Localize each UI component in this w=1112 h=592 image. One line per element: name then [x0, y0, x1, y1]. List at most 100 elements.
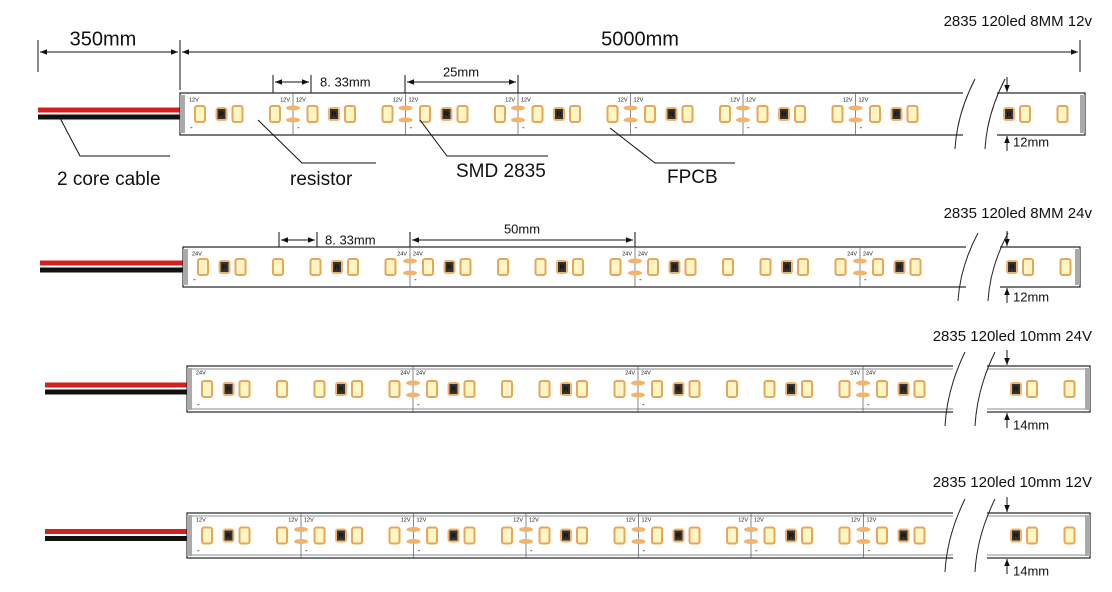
voltage-mark: 12V — [409, 97, 419, 103]
led — [494, 105, 506, 123]
led — [538, 526, 551, 545]
polarity-mark: - — [197, 546, 200, 555]
cut-pad — [631, 539, 646, 544]
polarity-mark: - — [867, 400, 870, 409]
led — [797, 258, 809, 276]
led — [531, 105, 544, 123]
led — [719, 105, 731, 123]
cut-pad — [631, 392, 645, 398]
led — [194, 105, 206, 123]
led — [463, 380, 476, 398]
voltage-mark: 24V — [847, 251, 857, 257]
led — [801, 380, 813, 398]
led — [759, 258, 772, 276]
led-strip: 24V - 24V 24V - 24V 24V - 24V 24V - R R R R R R R R 14mm 283… — [45, 328, 1092, 432]
led — [1059, 258, 1072, 276]
polarity-mark: - — [414, 275, 417, 284]
led — [576, 526, 588, 545]
cut-pad — [519, 527, 533, 532]
strip-title: 2835 120led 8MM 24v — [944, 205, 1093, 222]
led — [876, 380, 888, 398]
resistor-mark: R — [901, 533, 906, 540]
resistor-mark: R — [676, 533, 681, 540]
voltage-mark: 12V — [304, 517, 314, 523]
led — [313, 526, 326, 545]
cut-pad — [294, 527, 308, 532]
led — [231, 105, 244, 123]
voltage-mark: 12V — [529, 517, 539, 523]
voltage-mark: 24V — [192, 251, 202, 257]
end-cap — [1085, 515, 1090, 556]
resistor — [330, 109, 338, 119]
led — [831, 105, 844, 123]
led — [501, 526, 513, 545]
polarity-mark: - — [864, 275, 867, 284]
led — [684, 258, 697, 276]
cut-length-label: 25mm — [443, 64, 479, 79]
voltage-mark: 12V — [851, 517, 861, 523]
voltage-mark: 12V — [417, 517, 427, 523]
cut-pad — [406, 392, 420, 398]
resistor-mark: R — [1013, 533, 1018, 540]
voltage-mark: 24V — [863, 251, 873, 257]
resistor — [555, 109, 563, 119]
cut-pad — [631, 380, 645, 386]
led — [756, 105, 769, 123]
resistor — [670, 262, 679, 272]
led — [876, 526, 888, 545]
led — [426, 380, 438, 398]
led — [388, 526, 401, 545]
cut-pad — [853, 270, 867, 276]
resistor — [445, 262, 454, 272]
cable-length: 350mm — [70, 28, 137, 50]
strip-width: 14mm — [1013, 417, 1049, 432]
main-dimensions: 350mm 5000mm — [37, 28, 1081, 90]
resistor — [1005, 109, 1013, 119]
resistor-mark: R — [894, 111, 899, 118]
led — [201, 526, 213, 545]
voltage-mark: 12V — [288, 517, 298, 523]
cut-pad — [628, 270, 642, 276]
resistor-mark: R — [219, 111, 224, 118]
resistor — [780, 109, 788, 119]
resistor — [449, 384, 458, 394]
led — [681, 105, 694, 123]
cut-pad — [856, 539, 871, 544]
resistor-mark: R — [1013, 386, 1018, 393]
strips: 12V - 12V 12V - 12V 12V - 12V 12V - 12V 12V - 12V 12V - 1… — [38, 13, 1092, 578]
led — [313, 380, 326, 398]
voltage-mark: 12V — [196, 517, 206, 523]
voltage-mark: 12V — [393, 97, 403, 103]
led — [497, 258, 509, 276]
polarity-mark: - — [193, 275, 196, 284]
end-cap — [187, 368, 192, 410]
voltage-mark: 24V — [416, 370, 426, 376]
cut-pad — [628, 258, 642, 264]
resistor-mark: R — [563, 533, 568, 540]
strip2-dimensions: 8. 33mm 50mm — [278, 221, 636, 252]
resistor-mark: R — [563, 386, 568, 393]
led — [1056, 105, 1069, 123]
break-line — [974, 498, 996, 573]
cut-pad — [856, 392, 870, 398]
led — [276, 526, 288, 545]
resistor-mark: R — [226, 386, 231, 393]
cable-callout: 2 core cable — [57, 169, 161, 190]
cut-pad — [736, 117, 750, 123]
led — [651, 526, 663, 545]
resistor-mark: R — [559, 264, 564, 271]
end-cap — [1080, 95, 1085, 133]
resistor-mark: R — [338, 533, 343, 540]
resistor — [674, 530, 683, 541]
led — [501, 380, 513, 398]
voltage-mark: 12V — [754, 517, 764, 523]
resistor-mark: R — [897, 264, 902, 271]
led — [1063, 526, 1076, 545]
cut-pad — [286, 117, 300, 123]
cut-pad — [511, 105, 525, 111]
resistor-mark: R — [222, 264, 227, 271]
led — [538, 380, 551, 398]
resistor — [562, 384, 570, 394]
resistor-mark: R — [331, 111, 336, 118]
voltage-mark: 12V — [859, 97, 869, 103]
